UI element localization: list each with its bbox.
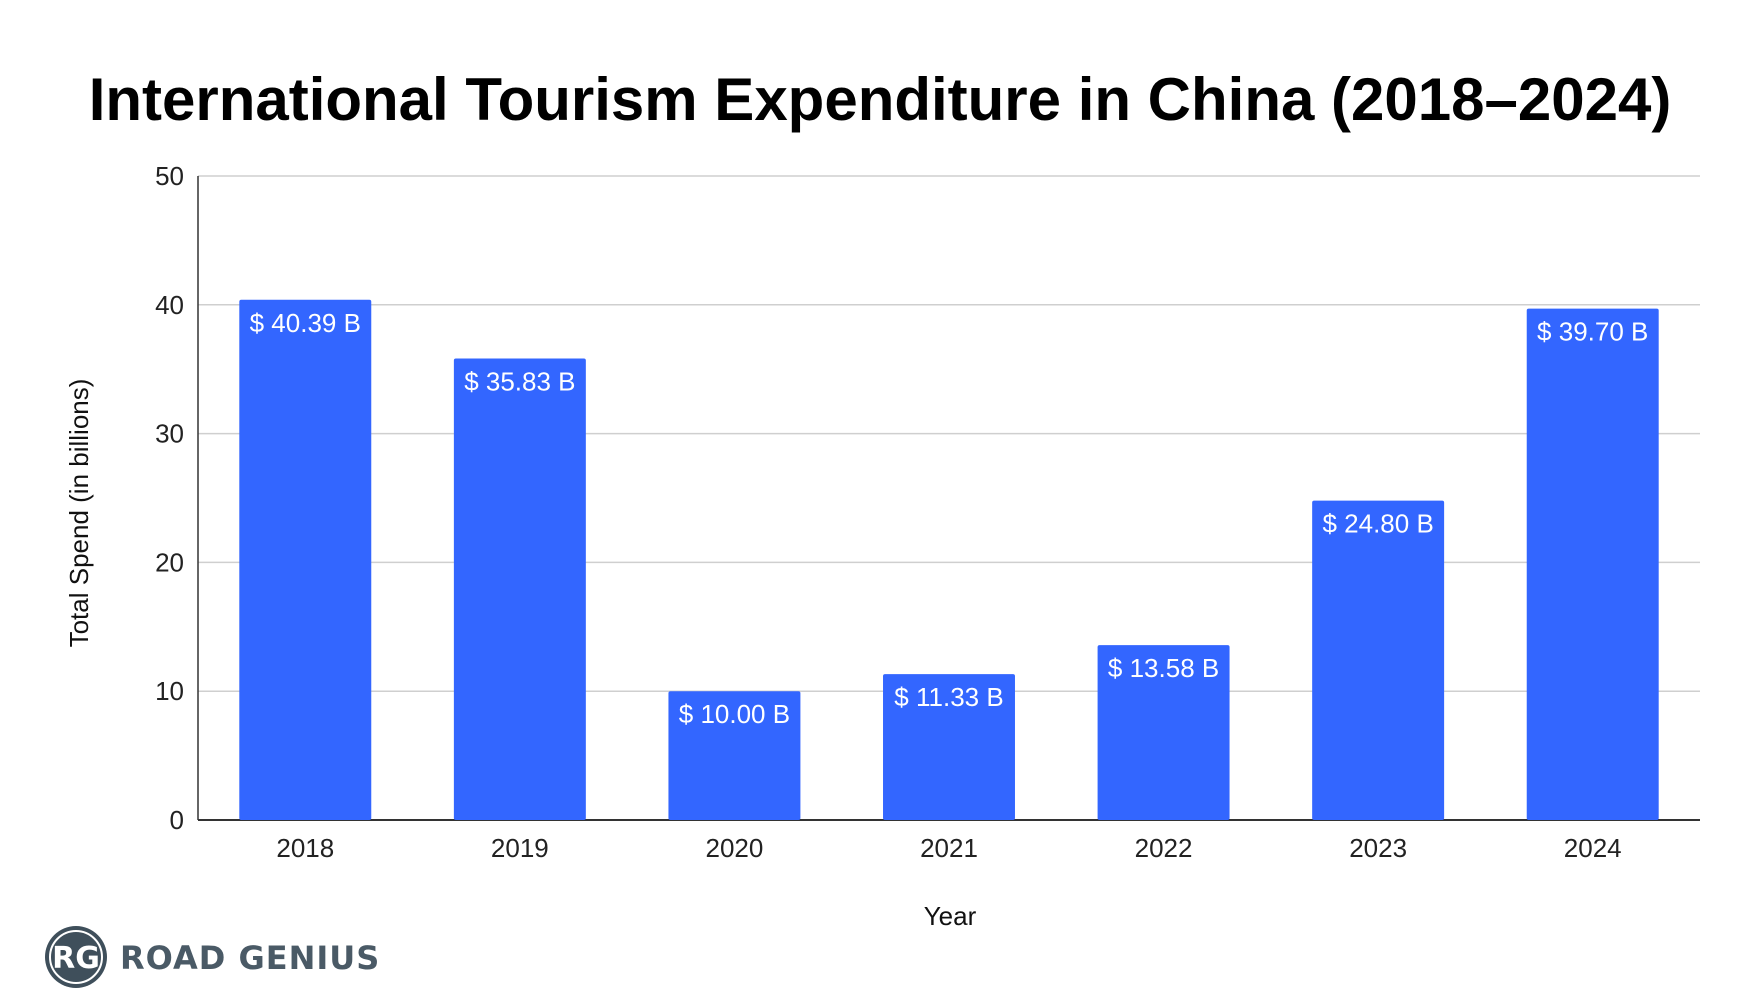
bar-2022	[1097, 645, 1230, 820]
bar-2023	[1312, 500, 1445, 820]
data-label-2022: $ 13.58 B	[1108, 653, 1219, 683]
road-genius-logo: RG ROAD GENIUS	[45, 926, 380, 988]
x-tick-label-2024: 2024	[1564, 833, 1622, 863]
data-label-2020: $ 10.00 B	[679, 699, 790, 729]
bars	[239, 299, 1659, 820]
logo-badge-ring	[49, 930, 103, 984]
bar-2024	[1526, 308, 1659, 820]
x-tick-label-2020: 2020	[706, 833, 764, 863]
y-tick-labels: 0 10 20 30 40 50	[155, 161, 184, 835]
bar-2018	[239, 299, 372, 820]
y-tick-label: 50	[155, 161, 184, 191]
data-label-2018: $ 40.39 B	[250, 308, 361, 338]
logo-wordmark: ROAD GENIUS	[120, 939, 380, 977]
bar-2020	[668, 691, 801, 820]
y-axis-title: Total Spend (in billions)	[64, 379, 94, 648]
data-label-2023: $ 24.80 B	[1322, 509, 1433, 539]
data-label-2021: $ 11.33 B	[894, 682, 1003, 712]
chart-title: International Tourism Expenditure in Chi…	[89, 66, 1672, 133]
x-tick-label-2021: 2021	[920, 833, 978, 863]
x-tick-label-2023: 2023	[1349, 833, 1407, 863]
y-tick-label: 30	[155, 419, 184, 449]
bar-2021	[883, 674, 1015, 820]
y-tick-label: 10	[155, 676, 184, 706]
x-tick-label-2018: 2018	[276, 833, 334, 863]
data-labels: $ 40.39 B $ 35.83 B $ 10.00 B $ 11.33 B $ 13…	[250, 308, 1649, 729]
x-tick-label-2022: 2022	[1135, 833, 1193, 863]
x-axis-title: Year	[924, 901, 977, 931]
y-tick-label: 0	[170, 805, 184, 835]
bar-2019	[453, 358, 586, 820]
data-label-2024: $ 39.70 B	[1537, 317, 1648, 347]
y-tick-label: 40	[155, 290, 184, 320]
gridlines	[198, 175, 1700, 692]
logo-badge-letters: RG	[52, 941, 100, 976]
x-tick-label-2019: 2019	[491, 833, 549, 863]
logo-badge	[45, 926, 107, 988]
x-tick-labels: 2018 2019 2020 2021 2022 2023 2024	[276, 833, 1621, 863]
y-tick-label: 20	[155, 547, 184, 577]
data-label-2019: $ 35.83 B	[464, 367, 575, 397]
